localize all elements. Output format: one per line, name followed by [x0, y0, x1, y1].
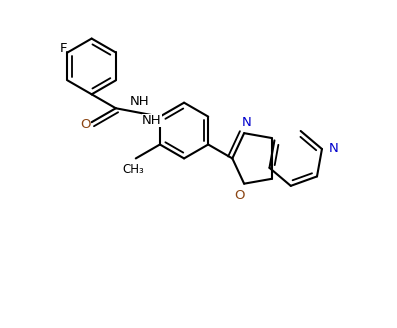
- Text: CH₃: CH₃: [122, 163, 144, 176]
- Text: O: O: [234, 189, 245, 202]
- Text: O: O: [80, 118, 91, 132]
- Text: N: N: [328, 142, 338, 155]
- Text: N: N: [242, 115, 252, 129]
- Text: NH: NH: [142, 114, 162, 127]
- Text: NH: NH: [130, 95, 150, 108]
- Text: F: F: [60, 42, 67, 55]
